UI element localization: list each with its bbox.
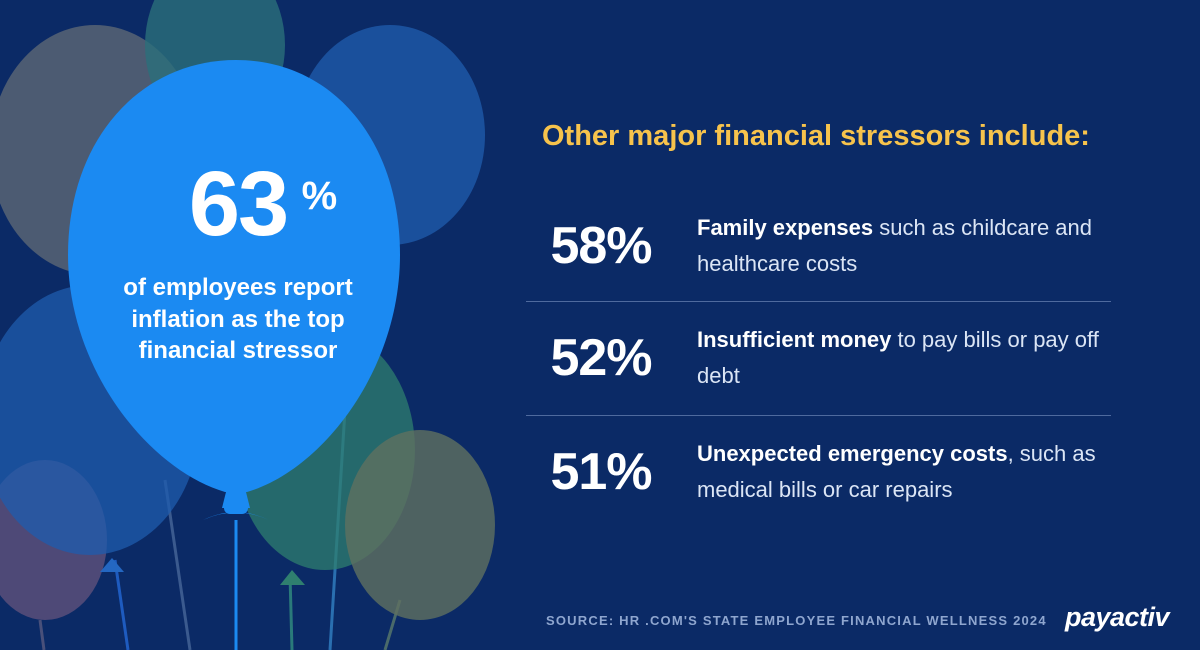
stressor-row: 58% Family expenses such as childcare an… [526, 190, 1111, 302]
stressors-heading: Other major financial stressors include: [542, 120, 1090, 152]
stressor-title: Family expenses [697, 215, 874, 240]
stressor-percent: 52% [550, 329, 652, 387]
balloon-gray-bottom [345, 430, 495, 620]
stressor-description: Insufficient money to pay bills or pay o… [697, 322, 1111, 394]
source-citation: SOURCE: HR .COM'S STATE EMPLOYEE FINANCI… [546, 613, 1047, 628]
stressor-percent: 58% [550, 217, 652, 275]
stressor-row: 52% Insufficient money to pay bills or p… [526, 302, 1111, 414]
divider [526, 415, 1111, 416]
balloon-main [68, 60, 400, 520]
hero-stat: 63% of employees report inflation as the… [88, 158, 388, 367]
divider [526, 301, 1111, 302]
stressor-title: Insufficient money [697, 327, 892, 352]
hero-number: 63 [188, 153, 289, 255]
stressor-row: 51% Unexpected emergency costs, such as … [526, 416, 1111, 528]
stressor-description: Unexpected emergency costs, such as medi… [697, 436, 1111, 508]
payactiv-logo: payactiv [1065, 602, 1170, 632]
hero-unit: % [301, 174, 338, 218]
stressor-detail: , such as medical bills or car repairs [697, 441, 1096, 502]
stressor-percent: 51% [550, 443, 652, 501]
stressor-title: Unexpected emergency costs [697, 441, 1008, 466]
hero-value: 63% [189, 158, 337, 250]
hero-description: of employees report inflation as the top… [123, 274, 353, 365]
stressor-detail: to pay bills or pay off debt [697, 327, 1099, 388]
stressor-description: Family expenses such as childcare and he… [697, 210, 1111, 282]
stressor-detail: such as childcare and healthcare costs [697, 215, 1093, 276]
